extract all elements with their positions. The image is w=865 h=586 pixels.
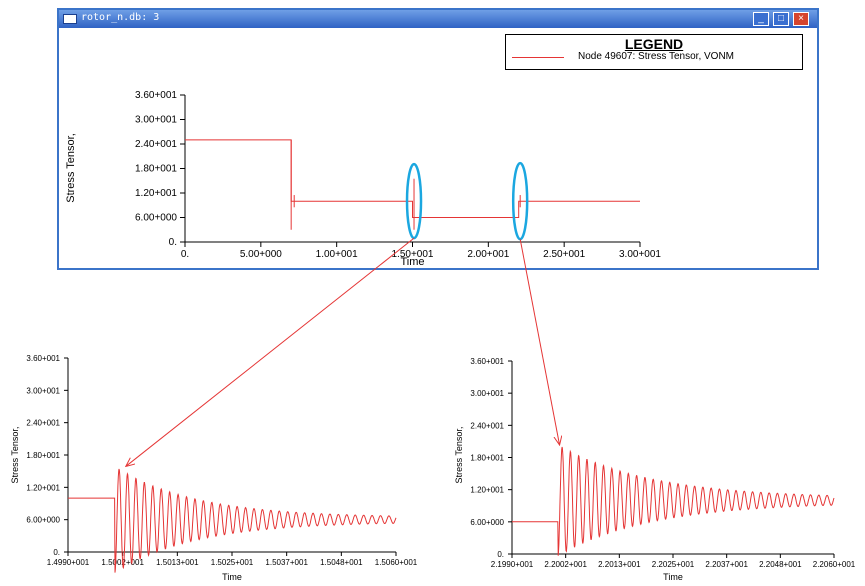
- y-tick-label: 1.80+001: [135, 164, 177, 175]
- chart-1: 0. 6.00+000 1.20+001 1.80+001 2.40+001 3.00+0…: [65, 90, 661, 268]
- y-axis-label: Stress Tensor,: [65, 133, 77, 203]
- y-tick-label: 1.20+001: [26, 483, 60, 492]
- x-tick-label: 2.2013+001: [598, 560, 641, 569]
- y-tick-label: 2.40+001: [26, 419, 60, 428]
- window-title: rotor_n.db: 3: [81, 12, 160, 23]
- y-tick-label: 1.20+001: [135, 188, 177, 199]
- y-tick-label: 6.00+000: [470, 518, 504, 527]
- x-tick-label: 2.50+001: [543, 249, 585, 260]
- y-axis-label: Stress Tensor,: [10, 427, 20, 484]
- y-tick-label: 3.00+001: [135, 115, 177, 126]
- y-tick-label: 6.00+000: [135, 213, 177, 224]
- y-tick-label: 0.: [497, 550, 504, 559]
- x-tick-label: 2.2025+001: [652, 560, 695, 569]
- plot-window: rotor_n.db: 3 _ □ × LEGEND Node 49607: S…: [57, 8, 819, 270]
- x-tick-label: 1.5060+001: [375, 558, 418, 567]
- y-tick-label: 0.: [53, 548, 60, 557]
- window-titlebar[interactable]: rotor_n.db: 3 _ □ ×: [59, 10, 817, 28]
- series-line: [185, 139, 640, 218]
- y-tick-label: 3.60+001: [135, 90, 177, 101]
- x-tick-label: 1.5013+001: [156, 558, 199, 567]
- legend-entry: Node 49607: Stress Tensor, VONM: [578, 51, 735, 62]
- chart-2: 0. 6.00+000 1.20+001 1.80+001 2.40+001 3.00+0…: [10, 354, 418, 582]
- maximize-icon[interactable]: □: [773, 12, 789, 26]
- x-tick-label: 2.2037+001: [705, 560, 748, 569]
- y-tick-label: 3.00+001: [26, 386, 60, 395]
- x-tick-label: 2.2048+001: [759, 560, 802, 569]
- y-tick-label: 3.60+001: [470, 357, 504, 366]
- legend-line: [512, 57, 564, 58]
- legend-title: LEGEND: [624, 36, 684, 52]
- y-tick-label: 6.00+000: [26, 516, 60, 525]
- close-icon[interactable]: ×: [793, 12, 809, 26]
- y-tick-label: 3.60+001: [26, 354, 60, 363]
- y-tick-label: 3.00+001: [470, 389, 504, 398]
- y-tick-label: 1.80+001: [26, 451, 60, 460]
- x-tick-label: 1.50+001: [392, 249, 434, 260]
- x-tick-label: 3.00+001: [619, 249, 661, 260]
- x-tick-label: 1.4990+001: [47, 558, 90, 567]
- y-tick-label: 0.: [169, 237, 177, 248]
- x-tick-label: 1.5048+001: [320, 558, 363, 567]
- x-tick-label: 0.: [181, 249, 189, 260]
- y-tick-label: 1.80+001: [470, 454, 504, 463]
- x-axis-label: Time: [222, 572, 242, 582]
- minimize-icon[interactable]: _: [753, 12, 769, 26]
- x-tick-label: 2.00+001: [467, 249, 509, 260]
- y-tick-label: 2.40+001: [470, 421, 504, 430]
- x-tick-label: 2.2002+001: [544, 560, 587, 569]
- legend: LEGEND Node 49607: Stress Tensor, VONM: [505, 34, 803, 70]
- x-axis-label: Time: [400, 256, 424, 268]
- chart-3: 0. 6.00+000 1.20+001 1.80+001 2.40+001 3.00+0…: [454, 357, 856, 582]
- x-tick-label: 5.00+000: [240, 249, 282, 260]
- y-axis-label: Stress Tensor,: [454, 427, 464, 484]
- zoom-arrow: [519, 239, 559, 444]
- zoom-arrow: [127, 237, 415, 466]
- x-tick-label: 2.1990+001: [491, 560, 534, 569]
- window-icon: [63, 14, 77, 24]
- y-tick-label: 1.20+001: [470, 486, 504, 495]
- x-axis-label: Time: [663, 572, 683, 582]
- x-tick-label: 1.00+001: [316, 249, 358, 260]
- y-tick-label: 2.40+001: [135, 139, 177, 150]
- x-tick-label: 1.5025+001: [211, 558, 254, 567]
- x-tick-label: 1.5037+001: [265, 558, 308, 567]
- series-line: [512, 446, 835, 556]
- series-line: [68, 468, 397, 573]
- x-tick-label: 2.2060+001: [813, 560, 856, 569]
